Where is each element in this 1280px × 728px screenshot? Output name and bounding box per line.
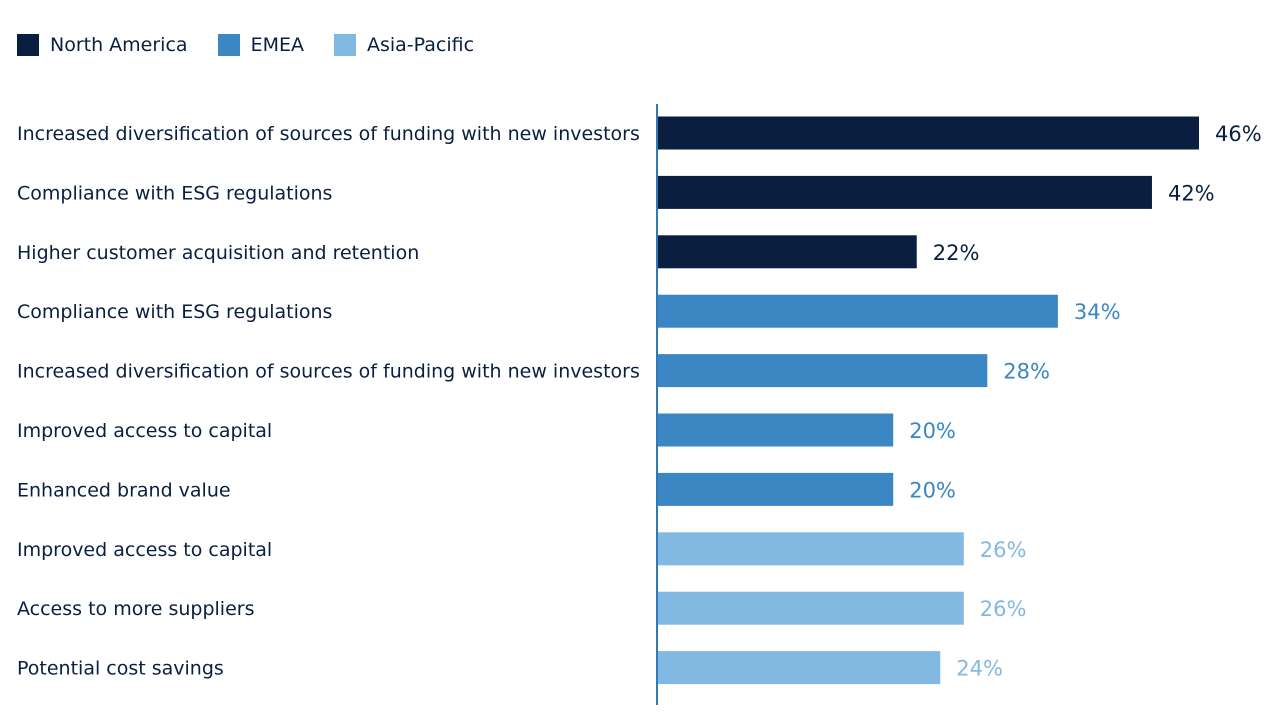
category-label: Enhanced brand value [17, 479, 231, 501]
value-label: 28% [1003, 360, 1050, 384]
legend-label-asia-pacific: Asia-Pacific [366, 34, 475, 56]
bar [658, 591, 964, 625]
value-label: 22% [933, 241, 980, 265]
bar [658, 175, 1152, 209]
bar [658, 651, 941, 685]
bar [658, 116, 1199, 150]
legend-swatch-asia-pacific [333, 34, 356, 56]
bar [658, 413, 894, 447]
legend: North America EMEA Asia-Pacific [17, 34, 504, 56]
value-label: 34% [1074, 300, 1121, 324]
category-label: Compliance with ESG regulations [17, 301, 332, 323]
value-label: 24% [956, 657, 1003, 681]
category-label: Access to more suppliers [17, 598, 254, 620]
bar [658, 354, 988, 388]
category-label: Increased diversification of sources of … [17, 123, 640, 145]
value-label: 20% [909, 419, 956, 443]
value-label: 26% [980, 597, 1027, 621]
bar [658, 532, 964, 566]
legend-item-north-america: North America [17, 34, 188, 56]
legend-item-emea: EMEA [217, 34, 304, 56]
category-label: Higher customer acquisition and retentio… [17, 242, 419, 264]
value-label: 46% [1215, 122, 1262, 146]
legend-label-north-america: North America [50, 34, 188, 56]
value-label: 42% [1168, 181, 1215, 205]
value-label: 20% [909, 478, 956, 502]
value-label: 26% [980, 538, 1027, 562]
bar [658, 235, 917, 269]
category-label: Increased diversification of sources of … [17, 361, 640, 383]
bar [658, 294, 1058, 328]
category-label: Potential cost savings [17, 658, 224, 680]
category-label: Improved access to capital [17, 420, 272, 442]
legend-swatch-emea [217, 34, 240, 56]
legend-item-asia-pacific: Asia-Pacific [333, 34, 475, 56]
legend-label-emea: EMEA [250, 34, 304, 56]
legend-swatch-north-america [17, 34, 39, 56]
bar [658, 472, 894, 506]
category-label: Improved access to capital [17, 539, 272, 561]
category-label: Compliance with ESG regulations [17, 182, 332, 204]
